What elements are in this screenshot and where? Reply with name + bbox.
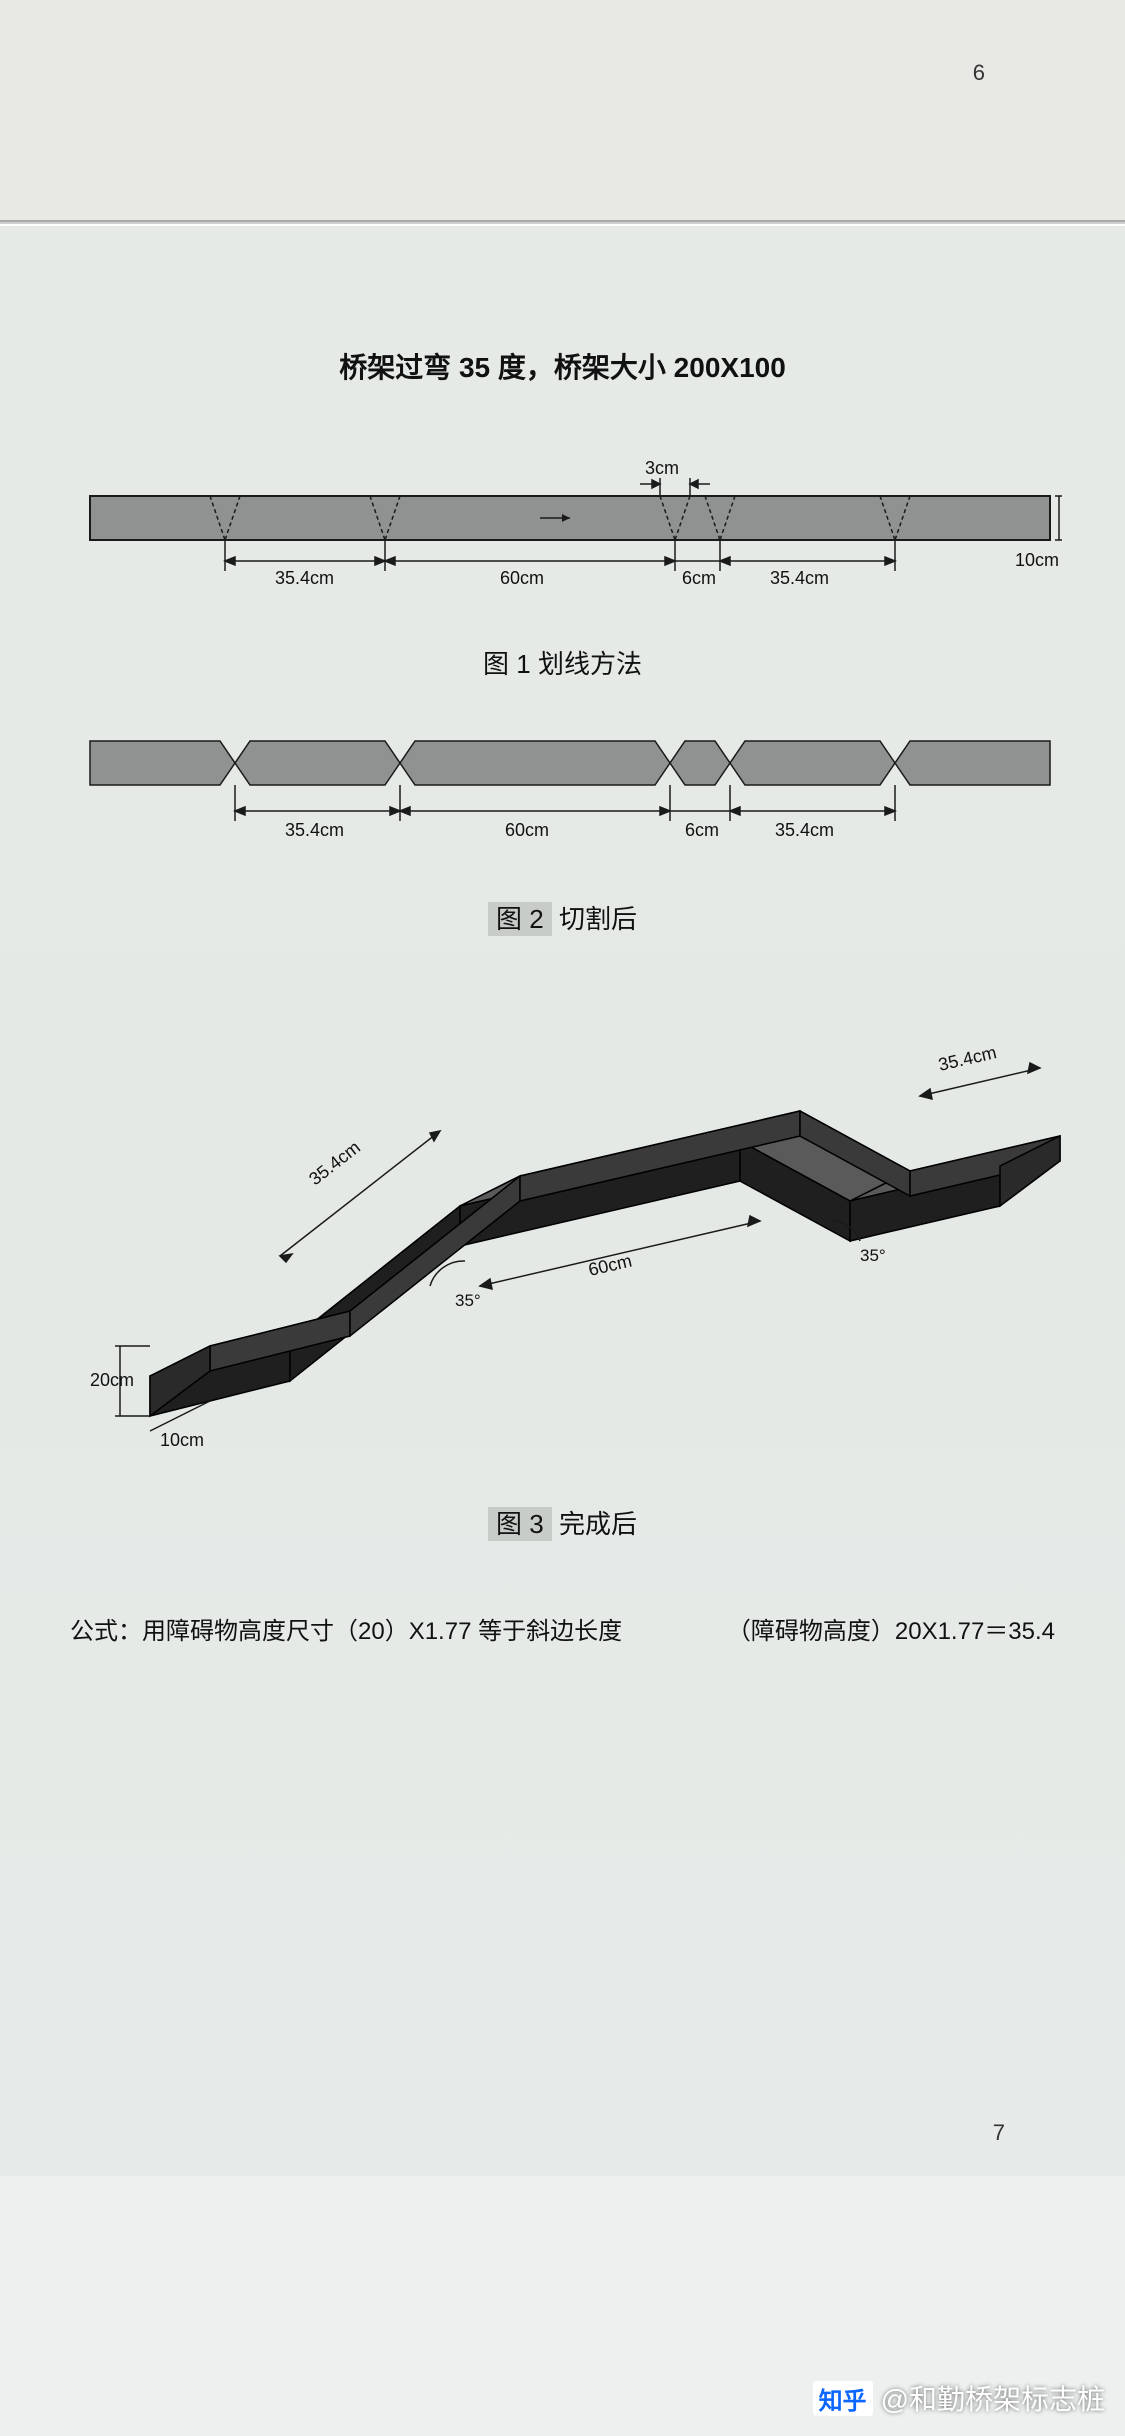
bottom-dims: [225, 540, 895, 571]
fig1-text: 划线方法: [538, 649, 642, 679]
page-wrap: 6 桥架过弯 35 度，桥架大小 200X100: [0, 0, 1125, 2436]
f3-354b: 35.4cm: [936, 1042, 998, 1075]
figure-3-finished: 20cm 10cm 35.4cm 60cm 35.4cm 35° 35°: [60, 976, 1065, 1476]
dim-10cm: 10cm: [1015, 550, 1059, 570]
figure-2-caption: 图 2 切割后: [60, 899, 1065, 936]
watermark-handle: @和勤桥架标志桩: [881, 2378, 1105, 2418]
page-number-bottom: 7: [993, 2120, 1005, 2146]
f3-35b: 35°: [860, 1246, 886, 1265]
dim-6: 6cm: [682, 568, 716, 588]
fig2-dims: [235, 785, 895, 821]
formula-left: 公式：用障碍物高度尺寸（20）X1.77 等于斜边长度: [70, 1611, 622, 1646]
watermark: 知乎 @和勤桥架标志桩: [813, 2378, 1105, 2418]
f2-6: 6cm: [685, 820, 719, 840]
dim-354b: 35.4cm: [770, 568, 829, 588]
f2-60: 60cm: [505, 820, 549, 840]
f3-20cm: 20cm: [90, 1370, 134, 1390]
f3-60: 60cm: [586, 1251, 633, 1280]
top-gap-dim: [640, 478, 710, 496]
zhihu-logo: 知乎: [813, 2381, 873, 2416]
height-dim: [1055, 496, 1062, 540]
page-top-margin: 6: [0, 0, 1125, 220]
f3-35a: 35°: [455, 1291, 481, 1310]
fig3-text: 完成后: [559, 1509, 637, 1539]
f2-354b: 35.4cm: [775, 820, 834, 840]
f3-10cm: 10cm: [160, 1430, 204, 1450]
f3-354a: 35.4cm: [305, 1137, 364, 1189]
figure-2-after-cutting: 35.4cm 60cm 6cm 35.4cm: [60, 721, 1065, 871]
fig2-prefix: 图 2: [488, 902, 552, 936]
cut-segments: [90, 741, 1050, 785]
fig1-prefix: 图 1: [483, 649, 531, 679]
figure-1-caption: 图 1 划线方法: [60, 644, 1065, 681]
dim-60: 60cm: [500, 568, 544, 588]
fig2-text: 切割后: [559, 904, 637, 934]
page-number-top: 6: [973, 60, 985, 86]
formula-row: 公式：用障碍物高度尺寸（20）X1.77 等于斜边长度 （障碍物高度）20X1.…: [60, 1611, 1065, 1646]
figure-1-marking-method: 3cm 10cm: [60, 456, 1065, 616]
page-main: 桥架过弯 35 度，桥架大小 200X100: [0, 226, 1125, 2176]
f2-354a: 35.4cm: [285, 820, 344, 840]
dim-3cm: 3cm: [645, 458, 679, 478]
figure-3-caption: 图 3 完成后: [60, 1504, 1065, 1541]
dim-354a: 35.4cm: [275, 568, 334, 588]
fig3-prefix: 图 3: [488, 1507, 552, 1541]
formula-right: （障碍物高度）20X1.77＝35.4: [727, 1611, 1055, 1646]
document-title: 桥架过弯 35 度，桥架大小 200X100: [60, 346, 1065, 386]
